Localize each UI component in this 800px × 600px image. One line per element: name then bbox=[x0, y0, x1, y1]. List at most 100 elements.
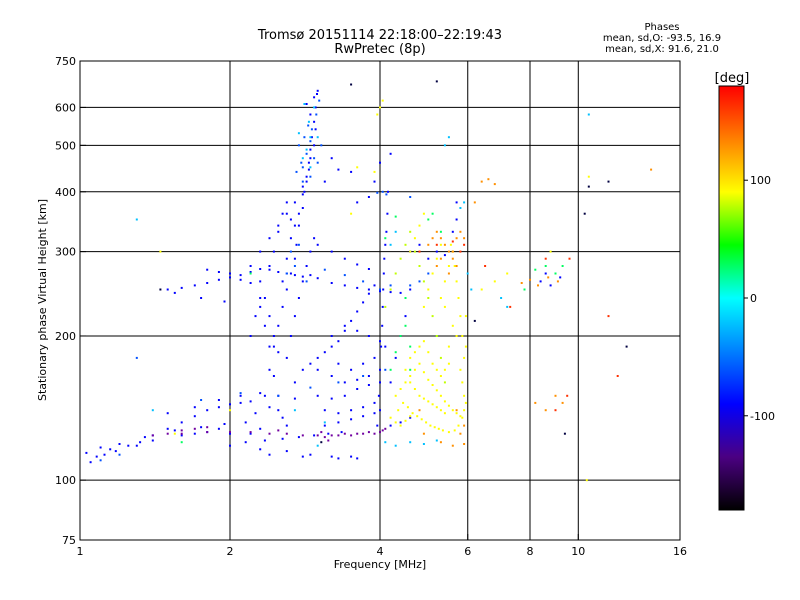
data-point bbox=[447, 265, 450, 267]
phases-heading: Phases bbox=[644, 22, 680, 33]
data-point bbox=[254, 315, 257, 318]
data-point bbox=[451, 230, 454, 233]
data-point bbox=[166, 288, 169, 291]
data-point bbox=[381, 324, 384, 327]
data-point bbox=[561, 401, 564, 404]
colorbar bbox=[718, 85, 745, 511]
data-point bbox=[305, 175, 308, 178]
data-point bbox=[303, 190, 306, 193]
data-point bbox=[318, 99, 321, 102]
data-point bbox=[455, 237, 458, 240]
data-point bbox=[330, 157, 333, 160]
data-point bbox=[520, 282, 523, 284]
y-tick-label: 200 bbox=[55, 330, 76, 343]
data-point bbox=[323, 424, 326, 427]
data-point bbox=[367, 375, 370, 377]
data-point bbox=[379, 431, 381, 434]
data-point bbox=[389, 381, 392, 384]
data-point bbox=[455, 409, 458, 412]
data-point bbox=[473, 319, 476, 322]
data-point bbox=[305, 280, 308, 283]
data-point bbox=[379, 381, 381, 384]
data-point bbox=[459, 250, 462, 253]
y-tick-label: 600 bbox=[55, 101, 76, 114]
data-point bbox=[447, 250, 450, 253]
data-point bbox=[362, 432, 365, 435]
data-point bbox=[399, 291, 402, 294]
data-point bbox=[259, 250, 262, 253]
data-point bbox=[356, 286, 359, 289]
data-point bbox=[559, 276, 562, 279]
data-point bbox=[301, 368, 304, 371]
data-point bbox=[463, 443, 466, 445]
data-point bbox=[429, 424, 432, 427]
data-point bbox=[193, 284, 196, 287]
data-point bbox=[418, 345, 421, 348]
data-point bbox=[229, 272, 231, 275]
data-point bbox=[301, 166, 304, 169]
data-point bbox=[451, 409, 454, 412]
data-point bbox=[381, 99, 384, 102]
data-point bbox=[566, 394, 569, 397]
data-point bbox=[427, 218, 430, 221]
data-point bbox=[435, 389, 438, 392]
data-point bbox=[439, 243, 442, 246]
data-point bbox=[463, 237, 466, 240]
data-point bbox=[268, 453, 271, 456]
data-point bbox=[217, 427, 220, 430]
data-point bbox=[451, 257, 454, 260]
data-point bbox=[307, 161, 310, 164]
data-point bbox=[281, 280, 284, 283]
data-point bbox=[343, 381, 346, 384]
data-point bbox=[293, 409, 296, 412]
data-point bbox=[455, 218, 458, 221]
data-point bbox=[337, 434, 340, 437]
data-point bbox=[377, 394, 380, 397]
data-point bbox=[435, 230, 438, 233]
data-point bbox=[389, 243, 392, 246]
data-point bbox=[439, 394, 442, 397]
data-point bbox=[337, 381, 340, 384]
data-point bbox=[447, 362, 450, 365]
data-point bbox=[409, 288, 412, 291]
data-point bbox=[239, 392, 242, 395]
data-point bbox=[316, 93, 318, 95]
data-point bbox=[244, 441, 247, 444]
data-point bbox=[443, 400, 446, 403]
chart-grid bbox=[80, 61, 680, 540]
data-point bbox=[587, 175, 590, 178]
data-point bbox=[455, 280, 458, 283]
data-point bbox=[463, 424, 466, 427]
data-point bbox=[193, 432, 196, 435]
y-tick-label: 400 bbox=[55, 186, 76, 199]
data-point bbox=[607, 180, 610, 183]
data-point bbox=[409, 345, 412, 348]
data-point bbox=[466, 272, 469, 275]
data-point bbox=[356, 432, 359, 435]
data-point bbox=[362, 362, 365, 365]
data-point bbox=[422, 371, 425, 374]
data-point bbox=[254, 412, 257, 415]
data-point bbox=[427, 288, 430, 291]
data-point bbox=[135, 356, 138, 359]
data-point bbox=[313, 157, 316, 160]
data-point bbox=[461, 416, 464, 419]
data-point bbox=[307, 168, 310, 171]
data-point bbox=[272, 250, 275, 253]
data-point bbox=[114, 450, 117, 453]
data-point bbox=[464, 401, 467, 404]
data-point bbox=[431, 315, 434, 318]
data-point bbox=[259, 297, 262, 299]
data-point bbox=[350, 319, 353, 322]
data-point bbox=[431, 403, 434, 406]
data-point bbox=[443, 412, 446, 415]
data-point bbox=[277, 394, 280, 397]
data-point bbox=[309, 274, 312, 277]
data-point bbox=[439, 297, 442, 299]
data-point bbox=[547, 276, 550, 279]
data-point bbox=[399, 424, 402, 427]
data-point bbox=[463, 356, 466, 359]
data-point bbox=[293, 381, 296, 384]
data-point bbox=[404, 419, 407, 422]
data-point bbox=[427, 272, 430, 275]
